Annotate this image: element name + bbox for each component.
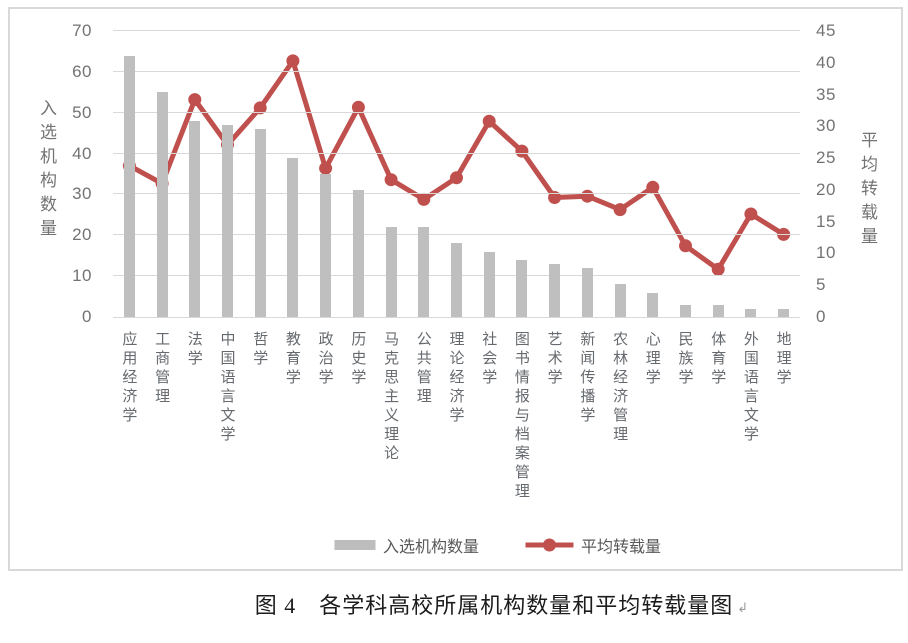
plot-area [113,30,800,318]
category-label-艺术学: 艺术学 [545,331,563,388]
right-tick-20: 20 [816,179,836,199]
bar-公共管理 [418,227,430,317]
legend-item-bars: 入选机构数量 [333,533,479,557]
left-tick-20: 20 [72,225,92,245]
bar-工商管理 [156,92,168,317]
left-tick-50: 50 [72,102,92,122]
bar-哲学 [254,129,266,317]
line-point-外国语言文学 [744,207,758,221]
line-series-label: 平均转载量 [581,539,662,556]
category-label-图书情报与档案管理: 图书情报与档案管理 [512,331,530,502]
bar-series-label: 入选机构数量 [382,539,479,556]
bar-中国语言文学 [222,124,233,317]
gridline [113,317,800,318]
category-label-工商管理: 工商管理 [153,331,171,407]
line-marker-icon [525,538,573,552]
category-label-农林经济管理: 农林经济管理 [611,331,629,445]
right-tick-45: 45 [816,21,836,40]
figure-caption: 图 4 各学科高校所属机构数量和平均转载量图 ↲ [96,588,908,620]
line-point-法学 [188,93,202,107]
category-label-马克思主义理论: 马克思主义理论 [382,331,400,464]
left-tick-70: 70 [72,21,92,40]
bar-政治学 [320,174,332,317]
line-point-社会学 [482,114,496,128]
bar-地理学 [778,308,790,317]
line-point-政治学 [319,161,333,175]
right-tick-0: 0 [816,307,826,326]
bar-历史学 [352,190,364,317]
left-tick-10: 10 [72,266,92,286]
category-label-中国语言文学: 中国语言文学 [218,331,236,445]
line-point-公共管理 [417,192,431,206]
line-point-哲学 [253,101,267,115]
legend-item-line: 平均转载量 [525,533,661,557]
line-point-民族学 [679,239,692,253]
category-label-新闻传播学: 新闻传播学 [578,331,596,426]
bar-series-swatch [333,540,375,550]
bar-新闻传播学 [581,267,593,317]
left-tick-0: 0 [82,307,92,326]
category-label-民族学: 民族学 [676,331,694,388]
paragraph-return-mark: ↲ [737,601,750,616]
right-tick-25: 25 [816,148,836,168]
left-tick-60: 60 [72,61,92,81]
bar-应用经济学 [123,55,135,317]
figure-caption-text: 图 4 各学科高校所属机构数量和平均转载量图 [254,593,734,618]
category-label-政治学: 政治学 [316,331,334,388]
category-label-历史学: 历史学 [349,331,367,388]
line-point-马克思主义理论 [384,173,398,187]
bar-农林经济管理 [614,284,626,317]
bar-外国语言文学 [745,308,757,317]
gridline [113,30,800,31]
category-label-法学: 法学 [185,331,203,369]
line-point-心理学 [646,180,660,194]
bar-体育学 [712,304,724,317]
line-point-历史学 [351,100,365,114]
category-label-理论经济学: 理论经济学 [447,331,465,426]
category-label-应用经济学: 应用经济学 [120,331,138,426]
bar-艺术学 [549,263,561,317]
gridline [113,70,800,72]
legend: 入选机构数量 平均转载量 [333,533,661,557]
bar-理论经济学 [451,243,462,317]
category-label-社会学: 社会学 [480,331,498,388]
left-axis-title: 入选机构数量 [37,99,56,243]
gridline [113,111,800,113]
bar-教育学 [287,157,299,317]
line-point-新闻传播学 [580,189,594,203]
right-tick-40: 40 [816,52,836,72]
gridline [113,234,800,236]
line-point-图书情报与档案管理 [515,144,529,158]
line-series-swatch [525,537,573,553]
line-point-农林经济管理 [613,203,627,217]
category-label-地理学: 地理学 [774,331,792,388]
bar-马克思主义理论 [385,227,397,317]
category-label-公共管理: 公共管理 [414,331,432,407]
left-tick-30: 30 [72,184,92,204]
right-axis-title: 平均转载量 [858,131,877,251]
bar-社会学 [483,251,495,317]
line-point-体育学 [711,262,725,276]
bar-心理学 [647,292,659,317]
bar-法学 [189,120,201,317]
gridline [113,193,800,195]
left-tick-40: 40 [72,143,92,163]
right-tick-35: 35 [816,84,836,104]
right-tick-5: 5 [816,275,826,295]
right-tick-10: 10 [816,243,836,263]
right-tick-15: 15 [816,211,836,231]
category-label-哲学: 哲学 [251,331,269,369]
right-tick-30: 30 [816,116,836,136]
line-point-理论经济学 [450,171,463,185]
combo-chart: 入选机构数量 平均转载量 0 10 20 30 40 50 60 70 0 5 10 15 20 25 3… [8,7,903,571]
category-label-体育学: 体育学 [709,331,727,388]
category-label-心理学: 心理学 [643,331,661,388]
bar-民族学 [680,304,691,317]
category-label-教育学: 教育学 [283,331,301,388]
line-point-教育学 [286,54,300,68]
bar-图书情报与档案管理 [516,259,528,317]
category-label-外国语言文学: 外国语言文学 [741,331,759,445]
gridline [113,152,800,154]
